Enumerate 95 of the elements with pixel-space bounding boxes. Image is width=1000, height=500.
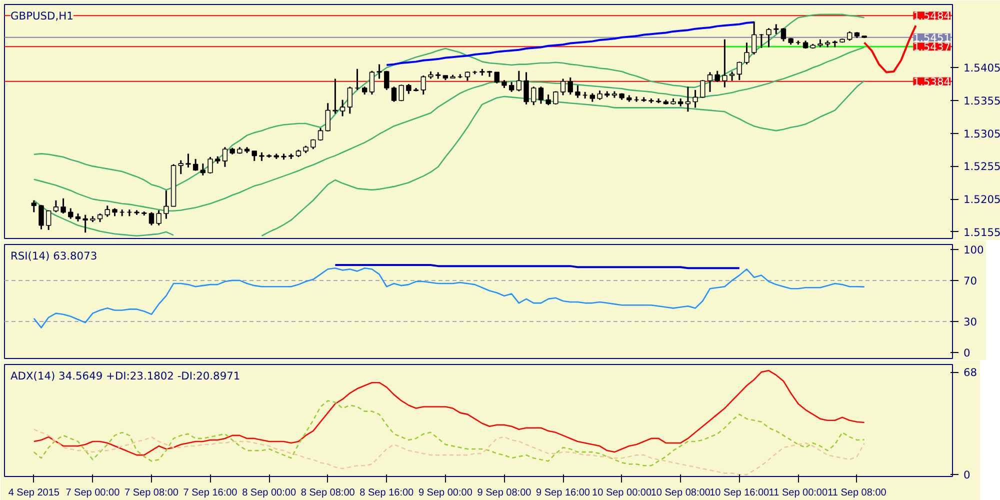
candlestick xyxy=(420,74,426,96)
candlestick xyxy=(340,99,346,117)
ref-line-label: 1.5437 xyxy=(913,40,951,54)
candlestick xyxy=(148,211,154,226)
x-tick-label: 10 Sep 00:00 xyxy=(592,488,652,498)
candlestick xyxy=(464,70,470,82)
candlestick xyxy=(847,30,852,42)
candlestick xyxy=(53,200,59,213)
candlestick xyxy=(494,71,500,84)
candlestick xyxy=(692,89,698,108)
y-tick-label: 100 xyxy=(964,244,984,257)
x-tick-label: 7 Sep 00:00 xyxy=(66,488,120,498)
y-tick-label: 1.5155 xyxy=(964,226,1000,239)
candlestick xyxy=(516,70,522,92)
candlestick xyxy=(707,71,713,93)
candlestick xyxy=(575,84,580,99)
candlestick xyxy=(104,204,110,218)
candlestick xyxy=(406,83,412,95)
text: ADX(14) 34.5649 +DI:23.1802 -DI:20.8971 xyxy=(10,370,240,382)
x-tick-label: 11 Sep 00:00 xyxy=(768,488,828,498)
candlestick xyxy=(60,198,66,214)
candlestick xyxy=(685,86,691,112)
candlestick xyxy=(568,76,573,96)
candlestick xyxy=(774,23,779,35)
candlestick xyxy=(222,146,228,168)
x-tick-label: 9 Sep 16:00 xyxy=(536,488,590,498)
x-tick-label: 8 Sep 16:00 xyxy=(360,488,414,498)
y-tick-label: 70 xyxy=(964,274,978,288)
candlestick xyxy=(252,150,257,162)
candlestick xyxy=(700,79,706,99)
ref-line-label: 1.5384 xyxy=(913,75,951,88)
candlestick xyxy=(531,86,536,106)
candlestick xyxy=(597,90,602,101)
line-series xyxy=(33,267,865,328)
y-tick-label: 30 xyxy=(964,316,978,329)
candlestick xyxy=(524,71,529,106)
candlestick xyxy=(82,214,88,234)
candlestick xyxy=(538,86,544,105)
y-tick-label: 0 xyxy=(964,346,970,360)
candlestick xyxy=(46,209,52,231)
candlestick xyxy=(751,20,757,56)
candlestick xyxy=(156,209,162,226)
x-tick-label: 8 Sep 00:00 xyxy=(242,488,296,498)
y-tick-label: 0 xyxy=(964,468,970,482)
candlestick xyxy=(164,190,169,220)
candlestick xyxy=(766,27,772,48)
candlestick xyxy=(560,78,566,96)
x-tick-label: 10 Sep 08:00 xyxy=(650,488,711,498)
candlestick xyxy=(31,200,36,213)
y-tick-label: 1.5305 xyxy=(964,127,1000,140)
x-tick-label: 9 Sep 08:00 xyxy=(477,488,532,498)
candlestick xyxy=(347,86,352,114)
candlestick xyxy=(384,70,390,91)
y-tick-label: 1.5355 xyxy=(964,94,1000,108)
x-tick-label: 7 Sep 08:00 xyxy=(124,488,179,498)
x-tick-label: 10 Sep 16:00 xyxy=(710,488,770,498)
candlestick xyxy=(68,208,74,220)
candlestick xyxy=(736,60,742,81)
candlestick xyxy=(376,64,382,80)
candlestick xyxy=(310,138,316,150)
candlestick xyxy=(186,152,191,168)
candlestick xyxy=(200,162,206,176)
x-tick-label: 7 Sep 16:00 xyxy=(183,488,238,498)
y-tick-label: 1.5255 xyxy=(964,160,1000,174)
candlestick xyxy=(318,127,324,142)
candlestick xyxy=(398,84,404,102)
candlestick xyxy=(744,42,750,66)
x-tick-label: 11 Sep 08:00 xyxy=(828,488,887,498)
candlestick xyxy=(729,70,735,82)
candlestick xyxy=(508,81,514,93)
candlestick xyxy=(178,160,184,175)
ref-line-label: 1.5484 xyxy=(913,10,951,23)
candlestick xyxy=(553,90,558,106)
line-series xyxy=(33,428,865,476)
candlestick xyxy=(780,27,786,42)
x-tick-label: 4 Sep 2015 xyxy=(8,488,60,498)
line-series xyxy=(386,21,756,66)
x-tick-label: 8 Sep 08:00 xyxy=(300,488,356,498)
candlestick xyxy=(208,156,213,174)
candlestick xyxy=(714,70,720,83)
y-tick-label: 68 xyxy=(964,366,978,380)
x-tick-label: 9 Sep 00:00 xyxy=(418,488,473,498)
line-series xyxy=(33,400,865,466)
candlestick xyxy=(38,204,44,230)
text: RSI(14) 63.8073 xyxy=(10,250,98,262)
candlestick xyxy=(722,38,728,88)
candlestick xyxy=(192,158,198,172)
y-tick-label: 1.5205 xyxy=(964,193,1000,206)
text: GBPUSD,H1 xyxy=(10,10,74,22)
candlestick xyxy=(325,102,330,132)
candlestick xyxy=(546,94,551,106)
y-tick-label: 1.5405 xyxy=(964,62,1000,75)
candlestick xyxy=(391,86,397,103)
candlestick xyxy=(332,78,338,114)
candlestick xyxy=(369,70,375,96)
